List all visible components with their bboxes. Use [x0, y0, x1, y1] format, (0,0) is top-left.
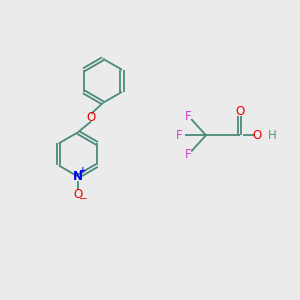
- Text: O: O: [86, 111, 96, 124]
- Text: F: F: [184, 110, 191, 123]
- Text: N: N: [73, 170, 83, 183]
- Text: −: −: [80, 194, 88, 204]
- Text: F: F: [184, 148, 191, 161]
- Text: +: +: [79, 167, 87, 176]
- Text: F: F: [176, 129, 183, 142]
- Text: H: H: [268, 129, 277, 142]
- Text: O: O: [73, 188, 83, 201]
- Text: O: O: [235, 105, 244, 118]
- Text: O: O: [252, 129, 262, 142]
